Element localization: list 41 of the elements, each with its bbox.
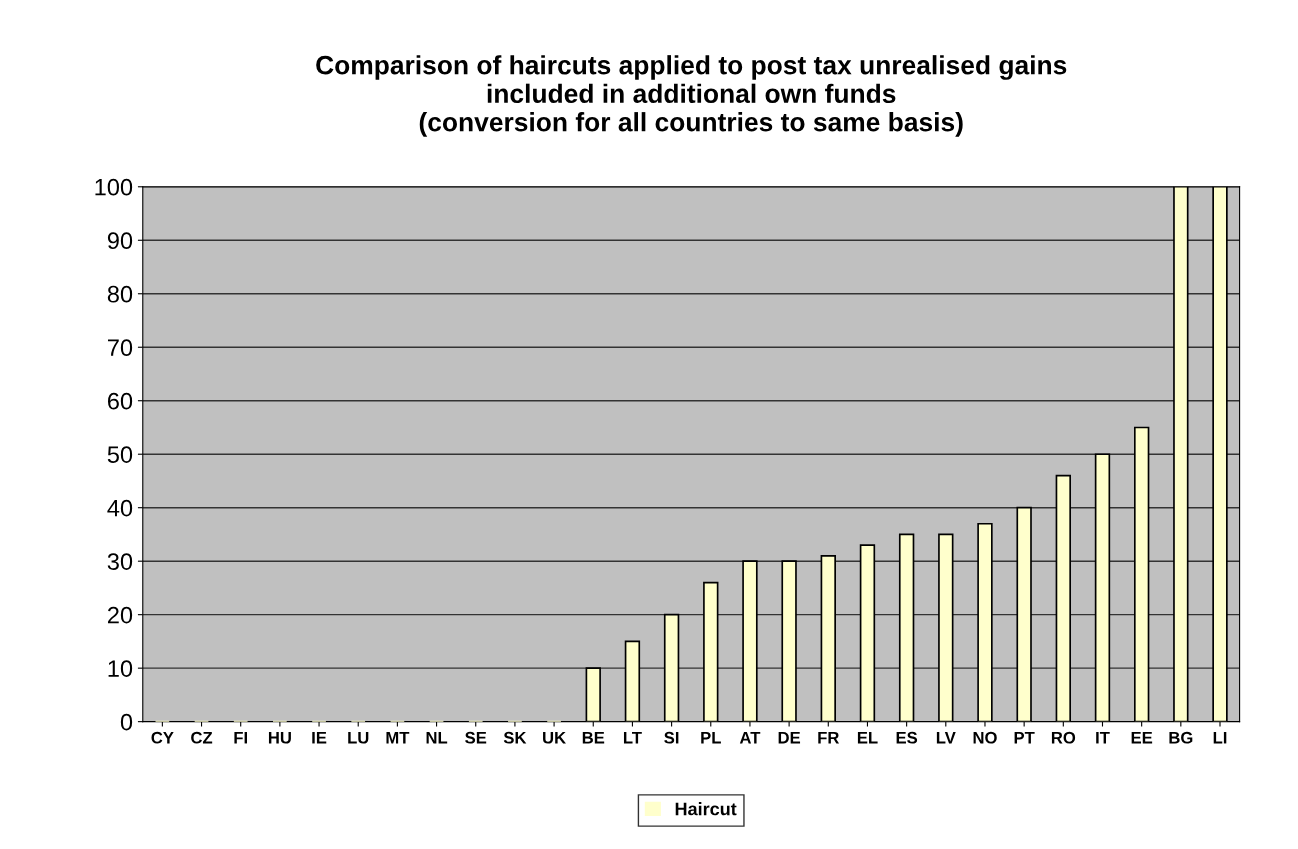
- y-tick-label: 100: [95, 178, 133, 196]
- x-tick-label: EL: [857, 731, 878, 744]
- x-tick-label: CZ: [191, 731, 213, 744]
- x-tick-label: NO: [973, 731, 997, 744]
- x-tick-label: NL: [426, 731, 448, 744]
- x-tick-label: IT: [1096, 731, 1110, 744]
- y-tick-label: 10: [108, 660, 133, 677]
- x-tick-label: IE: [312, 731, 327, 744]
- legend-label: Haircut: [675, 802, 737, 816]
- x-tick-label: PT: [1014, 731, 1035, 744]
- x-tick-label: DE: [778, 731, 801, 744]
- x-tick-label: FI: [234, 731, 247, 744]
- y-tick-label: 60: [108, 392, 133, 410]
- x-tick-label: BG: [1169, 731, 1193, 744]
- x-tick-label: LV: [936, 731, 956, 744]
- x-tick-label: RO: [1051, 731, 1076, 744]
- x-tick-label: FR: [818, 731, 840, 744]
- x-tick-label: CY: [151, 731, 174, 744]
- x-tick-label: UK: [543, 731, 566, 744]
- x-tick-label: SK: [503, 731, 527, 744]
- x-tick-label: LT: [623, 731, 642, 744]
- x-tick-label: MT: [386, 731, 410, 744]
- x-tick-label: PL: [701, 731, 721, 744]
- y-tick-label: 70: [108, 339, 133, 357]
- y-tick-label: 90: [107, 232, 133, 250]
- y-tick-label: 80: [107, 285, 133, 303]
- x-tick-label: LI: [1213, 731, 1227, 744]
- x-tick-label: EE: [1131, 731, 1153, 744]
- x-tick-label: LU: [348, 731, 369, 744]
- chart-title: Comparison of haircuts applied to post tax unrealised gains included in additional own funds (conversion for all countries to same basis): [316, 55, 1067, 137]
- x-tick-label: AT: [739, 731, 761, 744]
- x-tick-label: BE: [582, 731, 605, 744]
- y-tick-label: 50: [107, 446, 133, 463]
- x-tick-label: HU: [268, 731, 291, 744]
- x-tick-label: SE: [465, 731, 487, 744]
- y-tick-label: 20: [107, 606, 133, 624]
- y-tick-label: 40: [107, 499, 133, 517]
- x-tick-label: ES: [896, 731, 918, 744]
- y-tick-label: 0: [120, 713, 133, 731]
- y-tick-label: 30: [107, 553, 133, 570]
- x-tick-label: SI: [664, 731, 679, 744]
